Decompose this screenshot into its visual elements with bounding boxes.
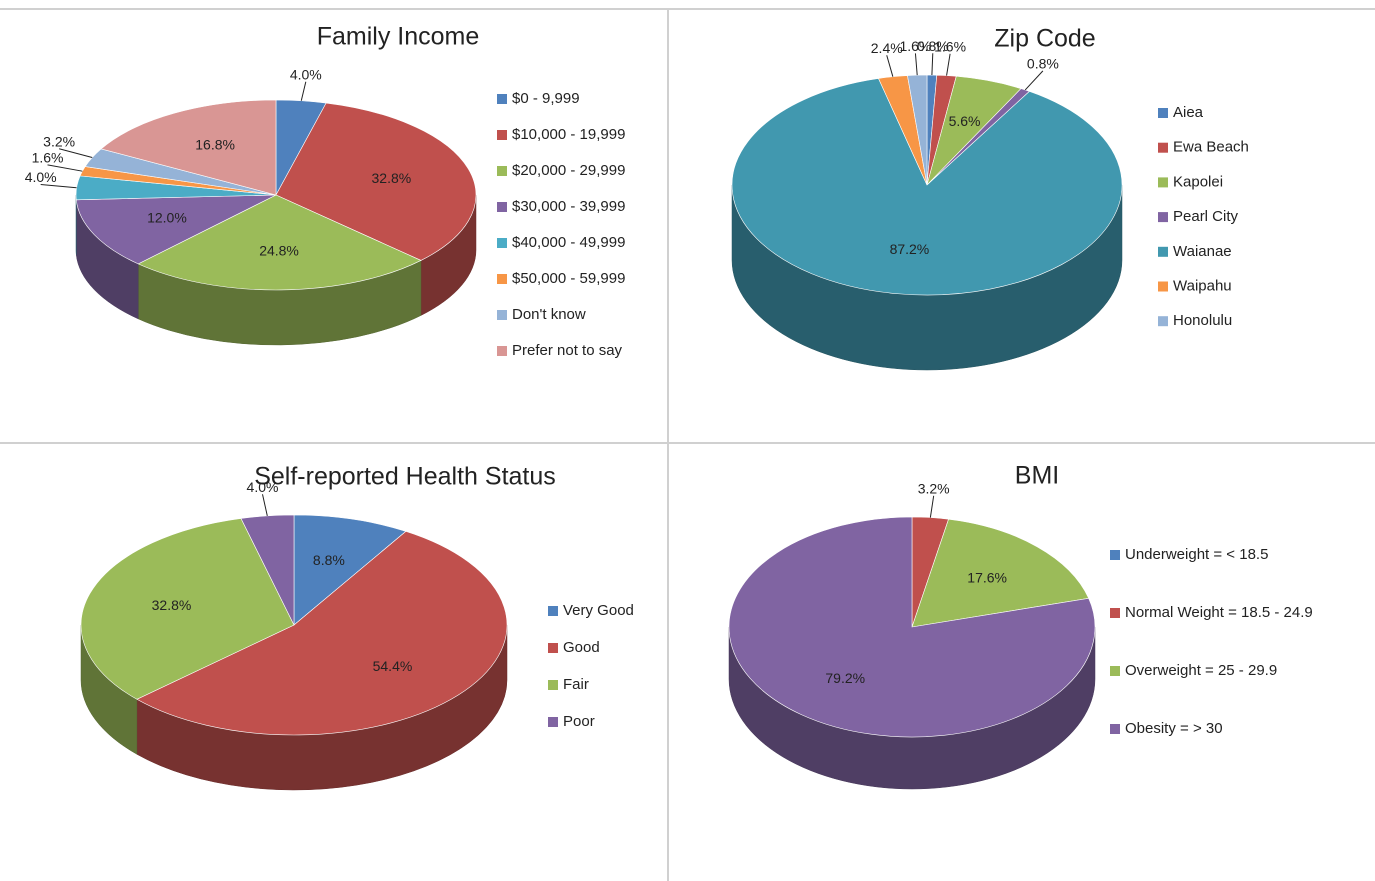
legend-swatch	[548, 680, 558, 690]
leader-line	[40, 183, 77, 189]
legend-label: $50,000 - 59,999	[512, 270, 625, 287]
legend-label: Normal Weight = 18.5 - 24.9	[1125, 604, 1313, 621]
legend-label: $30,000 - 39,999	[512, 198, 625, 215]
data-label: 5.6%	[949, 113, 981, 129]
legend-label: $40,000 - 49,999	[512, 234, 625, 251]
legend-swatch	[497, 274, 507, 284]
legend-swatch	[1110, 550, 1120, 560]
legend-swatch	[1110, 724, 1120, 734]
legend-swatch	[497, 310, 507, 320]
legend-swatch	[497, 346, 507, 356]
legend-label: $10,000 - 19,999	[512, 126, 625, 143]
leader-line	[262, 494, 268, 516]
data-label: 12.0%	[147, 210, 187, 226]
data-label: 0.8%	[917, 38, 949, 54]
legend-label: Good	[563, 639, 600, 656]
data-label: 8.8%	[313, 552, 345, 568]
legend-label: Don't know	[512, 306, 586, 323]
data-label: 1.6%	[934, 39, 966, 55]
legend-swatch	[1158, 108, 1168, 118]
data-label: 4.0%	[290, 67, 322, 83]
legend-swatch	[497, 166, 507, 176]
leader-line	[929, 495, 935, 518]
legend-label: Underweight = < 18.5	[1125, 546, 1268, 563]
chart-title: BMI	[1015, 462, 1059, 490]
data-label: 54.4%	[373, 658, 413, 674]
pie-slice	[137, 194, 422, 291]
data-label: 2.4%	[871, 40, 903, 56]
data-label: 4.0%	[247, 479, 279, 495]
legend-label: Waipahu	[1173, 277, 1232, 294]
legend-label: $20,000 - 29,999	[512, 162, 625, 179]
legend-label: Waianae	[1173, 243, 1232, 260]
data-label: 3.2%	[43, 133, 75, 149]
legend-swatch	[1158, 281, 1168, 292]
legend-swatch	[1158, 246, 1168, 257]
legend-swatch	[497, 202, 507, 212]
data-label: 17.6%	[967, 570, 1007, 586]
pie-slice	[100, 99, 277, 196]
legend-label: Overweight = 25 - 29.9	[1125, 662, 1277, 679]
legend-swatch	[548, 717, 558, 727]
data-label: 1.6%	[899, 38, 931, 54]
legend-label: Very Good	[563, 602, 634, 619]
legend-swatch	[1158, 142, 1168, 153]
data-label: 3.2%	[918, 481, 950, 497]
data-label: 79.2%	[825, 670, 865, 686]
chart-title: Family Income	[317, 23, 480, 51]
data-label: 87.2%	[890, 241, 930, 257]
legend-swatch	[1110, 608, 1120, 618]
pie-slice	[240, 514, 295, 626]
legend-swatch	[548, 643, 558, 653]
pie-slice	[293, 514, 407, 626]
legend-label: Prefer not to say	[512, 342, 623, 359]
pie-slice	[911, 518, 1090, 628]
legend-swatch	[497, 238, 507, 248]
legend-label: Poor	[563, 713, 595, 730]
data-label: 0.8%	[1027, 56, 1059, 72]
legend-swatch	[1158, 177, 1168, 188]
data-label: 16.8%	[195, 137, 235, 153]
leader-line	[58, 148, 93, 159]
data-label: 1.6%	[32, 150, 64, 166]
legend-swatch	[1110, 666, 1120, 676]
leader-line	[300, 81, 307, 101]
pie-slice	[136, 531, 508, 736]
pie-slice	[728, 516, 1096, 738]
pie-slice	[75, 194, 277, 265]
legend-swatch	[1158, 212, 1168, 223]
chart-title: Zip Code	[994, 25, 1095, 53]
legend-label: Ewa Beach	[1173, 139, 1249, 156]
data-label: 4.0%	[25, 169, 57, 185]
legend-label: Aiea	[1173, 104, 1204, 121]
data-label: 32.8%	[152, 597, 192, 613]
leader-line	[931, 53, 934, 76]
legend-label: Pearl City	[1173, 208, 1239, 225]
leader-line	[1024, 70, 1044, 91]
leader-line	[946, 53, 951, 76]
leader-line	[914, 53, 918, 76]
pie-slice	[80, 518, 295, 700]
data-label: 24.8%	[259, 243, 299, 259]
legend-swatch	[497, 94, 507, 104]
pie-slice	[907, 74, 928, 186]
legend-swatch	[548, 606, 558, 616]
data-label: 32.8%	[372, 170, 412, 186]
legend-label: Fair	[563, 676, 589, 693]
legend-label: Obesity = > 30	[1125, 720, 1223, 737]
legend-label: $0 - 9,999	[512, 90, 580, 107]
pie-slice	[731, 78, 1123, 296]
legend-label: Honolulu	[1173, 312, 1232, 329]
legend-swatch	[1158, 316, 1168, 327]
legend-label: Kapolei	[1173, 173, 1223, 190]
legend-swatch	[497, 130, 507, 140]
leader-line	[886, 55, 894, 77]
pie-slice	[275, 102, 477, 261]
chart-title: Self-reported Health Status	[254, 463, 556, 491]
leader-line	[47, 164, 83, 172]
